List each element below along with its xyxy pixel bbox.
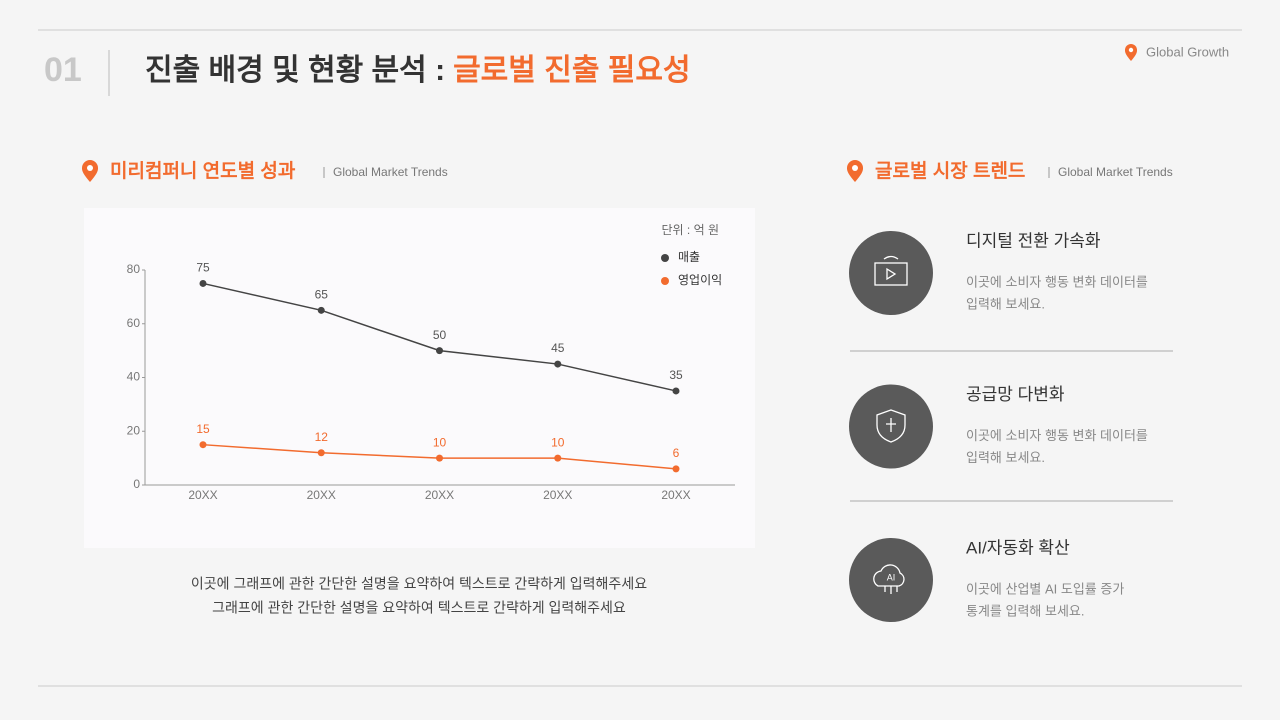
icon-play bbox=[883, 255, 899, 281]
section-subheading: Global Market Trends bbox=[333, 165, 448, 179]
data-point bbox=[672, 387, 680, 395]
y-tick-label: 0 bbox=[133, 477, 140, 491]
trend-title: 공급망 다변화 bbox=[966, 385, 1065, 404]
trend-item bbox=[849, 538, 933, 622]
trend-title: 디지털 전환 가속화 bbox=[966, 231, 1101, 250]
data-point bbox=[317, 449, 325, 457]
trend-desc: 입력해 보세요. bbox=[966, 450, 1045, 465]
data-label: 65 bbox=[315, 287, 329, 301]
data-point bbox=[199, 441, 207, 449]
data-label: 75 bbox=[196, 261, 210, 275]
trend-icon-bg bbox=[849, 538, 933, 622]
icon-screen bbox=[874, 262, 908, 286]
data-point bbox=[317, 306, 325, 314]
legend-label: 영업이익 bbox=[678, 273, 722, 287]
y-tick-label: 80 bbox=[127, 262, 141, 276]
trend-desc: 이곳에 산업별 AI 도입률 증가 bbox=[966, 581, 1124, 596]
trend-desc: 이곳에 소비자 행동 변화 데이터를 bbox=[966, 274, 1148, 289]
trend-title: AI/자동화 확산 bbox=[966, 538, 1070, 557]
x-tick-label: 20XX bbox=[425, 488, 454, 502]
slide-number: 01 bbox=[44, 51, 82, 89]
trend-icon-bg bbox=[849, 231, 933, 315]
data-point bbox=[554, 454, 562, 462]
data-label: 12 bbox=[315, 430, 329, 444]
trend-item bbox=[849, 231, 933, 315]
section-heading: 미리컴퍼니 연도별 성과 bbox=[110, 160, 296, 182]
data-label: 35 bbox=[669, 368, 683, 382]
y-tick-label: 20 bbox=[127, 423, 141, 437]
data-label: 10 bbox=[433, 435, 447, 449]
icon-label: AI bbox=[887, 572, 896, 582]
data-point bbox=[199, 279, 207, 287]
trend-desc: 이곳에 소비자 행동 변화 데이터를 bbox=[966, 428, 1148, 443]
pin-dot bbox=[852, 165, 858, 171]
unit-label: 단위 : 억 원 bbox=[662, 223, 720, 237]
x-tick-label: 20XX bbox=[543, 488, 572, 502]
legend-marker bbox=[661, 254, 669, 262]
title: 진출 배경 및 현황 분석 : bbox=[145, 54, 445, 87]
x-tick-label: 20XX bbox=[188, 488, 217, 502]
data-point bbox=[436, 347, 443, 355]
x-tick-label: 20XX bbox=[661, 488, 690, 502]
pin-dot bbox=[87, 165, 93, 171]
trend-desc: 입력해 보세요. bbox=[966, 296, 1045, 311]
title-highlight: 글로벌 진출 필요성 bbox=[453, 54, 690, 87]
pin-dot bbox=[1128, 47, 1134, 53]
pin-icon bbox=[1125, 44, 1137, 61]
data-label: 6 bbox=[673, 446, 680, 460]
chart-panel bbox=[84, 208, 755, 548]
tag: Global Growth bbox=[1146, 44, 1229, 59]
x-tick-label: 20XX bbox=[307, 488, 336, 502]
data-point bbox=[672, 465, 680, 473]
section-heading: 글로벌 시장 트렌드 bbox=[875, 160, 1025, 182]
caption: 이곳에 그래프에 관한 간단한 설명을 요약하여 텍스트로 간략하게 입력해주세… bbox=[191, 576, 647, 592]
y-tick-label: 60 bbox=[127, 316, 141, 330]
section-subheading: Global Market Trends bbox=[1058, 165, 1173, 179]
data-point bbox=[554, 360, 562, 368]
legend-marker bbox=[661, 277, 669, 285]
y-tick-label: 40 bbox=[127, 370, 141, 384]
icons bbox=[873, 255, 908, 594]
data-label: 45 bbox=[551, 341, 565, 355]
trend-desc: 통계를 입력해 보세요. bbox=[966, 603, 1084, 618]
data-point bbox=[436, 454, 443, 462]
data-label: 50 bbox=[433, 328, 447, 342]
legend-label: 매출 bbox=[678, 250, 700, 264]
icon-cloud bbox=[873, 564, 905, 594]
caption: 그래프에 관한 간단한 설명을 요약하여 텍스트로 간략하게 입력해주세요 bbox=[212, 600, 626, 616]
data-label: 10 bbox=[551, 435, 565, 449]
data-label: 15 bbox=[196, 422, 210, 436]
icon-shield bbox=[876, 409, 906, 443]
